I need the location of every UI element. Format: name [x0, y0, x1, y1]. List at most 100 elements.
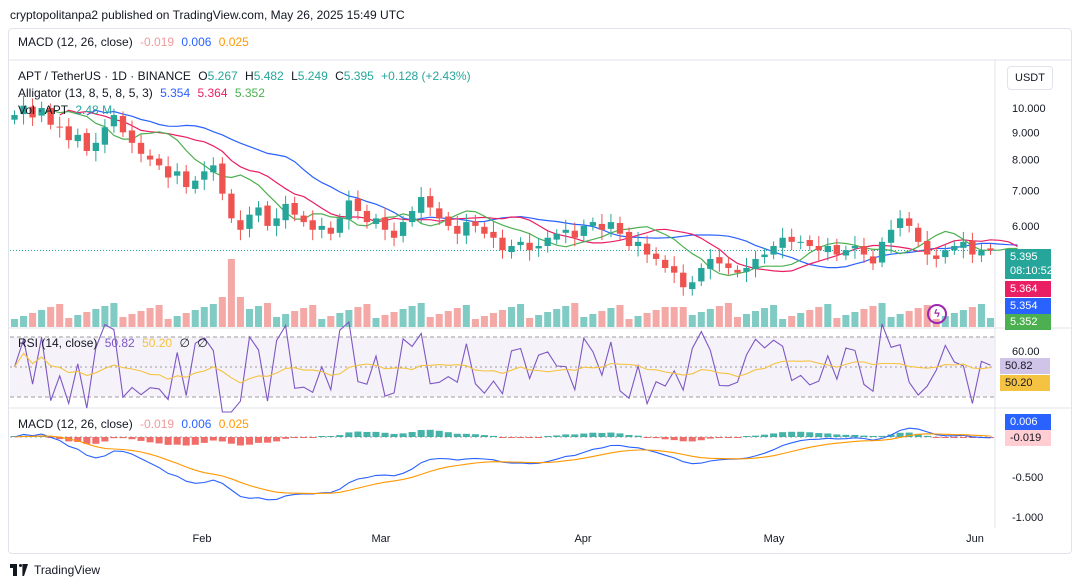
time-tick: Feb — [193, 533, 212, 545]
macd-histogram-bar — [941, 437, 949, 438]
macd-histogram-bar — [74, 437, 82, 442]
volume-bar — [381, 315, 389, 327]
candle-body — [291, 202, 298, 215]
volume-bar — [715, 306, 723, 327]
candle-body — [761, 254, 768, 258]
macd-top-hist: -0.019 — [140, 35, 175, 49]
macd-histogram-bar — [706, 437, 714, 439]
candle-body — [183, 171, 190, 188]
candle-body — [20, 105, 27, 115]
volume-bar — [128, 314, 136, 327]
candle-body — [309, 220, 316, 230]
macd-label[interactable]: MACD (12, 26, close) — [18, 417, 133, 431]
volume-bar — [47, 307, 55, 327]
macd-histogram-bar — [508, 437, 516, 438]
candle-body — [933, 255, 940, 259]
macd-histogram-bar — [56, 437, 64, 440]
candle-body — [680, 272, 687, 288]
rsi-label[interactable]: RSI (14, close) — [18, 336, 98, 350]
macd-histogram-bar — [480, 435, 488, 437]
currency-button[interactable]: USDT — [1007, 66, 1053, 90]
macd-histogram-bar — [498, 437, 507, 438]
jaw-price-tag: 5.354 — [1005, 298, 1051, 314]
macd-tick: -0.500 — [1012, 472, 1043, 484]
candle-body — [960, 241, 967, 248]
time-tick: Mar — [372, 533, 391, 545]
high-label: H — [245, 69, 254, 83]
volume-bar — [724, 303, 732, 327]
rsi-value-tag: 50.82 — [1000, 358, 1050, 374]
macd-histogram-bar — [200, 437, 208, 443]
macd-histogram-bar — [679, 437, 687, 442]
volume-bar — [245, 309, 253, 327]
macd-histogram-bar — [300, 437, 308, 438]
macd-histogram-bar — [245, 437, 253, 445]
alligator-label[interactable]: Alligator (13, 8, 5, 8, 5, 3) — [18, 86, 153, 100]
macd-histogram-bar — [824, 433, 832, 437]
close-value: 5.395 — [343, 69, 374, 83]
volume-bar — [779, 319, 787, 327]
candle-body — [363, 211, 371, 223]
volume-bar — [986, 318, 994, 327]
main-legend: APT / TetherUS · 1D · BINANCE O5.267 H5.… — [18, 69, 475, 83]
macd-histogram-bar — [435, 430, 443, 437]
candle-body — [634, 241, 642, 246]
candle-body — [390, 230, 398, 238]
macd-histogram-bar — [146, 437, 154, 443]
volume-bar — [489, 313, 497, 327]
candle-body — [228, 193, 235, 219]
volume-label[interactable]: Vol · APT — [18, 103, 69, 117]
macd-histogram-bar — [354, 431, 362, 437]
symbol-label[interactable]: APT / TetherUS · 1D · BINANCE — [18, 69, 191, 83]
macd-histogram-bar — [218, 437, 226, 442]
volume-bar — [616, 305, 624, 327]
time-tick: May — [764, 533, 785, 545]
candle-body — [942, 250, 949, 258]
volume-bar — [291, 311, 299, 327]
volume-bar — [471, 319, 479, 327]
macd-histogram-bar — [878, 435, 886, 437]
candle-body — [725, 263, 732, 268]
candle-body — [752, 258, 759, 269]
macd-histogram-bar — [399, 433, 407, 437]
volume-bar — [598, 311, 606, 327]
macd-histogram-bar — [227, 437, 235, 444]
macd-histogram-bar — [896, 432, 904, 437]
macd-histogram-bar — [209, 437, 217, 441]
candle-body — [282, 203, 289, 221]
candle-body — [978, 250, 985, 256]
candle-body — [336, 218, 344, 233]
macd-histogram-bar — [110, 437, 118, 439]
macd-histogram-bar — [625, 434, 633, 437]
candle-body — [418, 197, 425, 213]
last-price-tag: 5.395 08:10:52 — [1005, 249, 1053, 279]
volume-bar — [390, 312, 398, 327]
candle-body — [408, 211, 416, 223]
candle-body — [463, 222, 470, 236]
volume-bar — [20, 316, 28, 327]
volume-bar — [164, 319, 172, 327]
macd-histogram-bar — [616, 433, 624, 437]
volume-bar — [878, 303, 886, 327]
lightning-icon[interactable]: ϟ — [927, 304, 947, 324]
candle-body — [671, 266, 678, 273]
macd-legend: MACD (12, 26, close) -0.019 0.006 0.025 — [18, 417, 253, 431]
macd-signal-line — [14, 433, 991, 494]
macd-histogram-bar — [842, 434, 850, 437]
candle-body — [345, 200, 353, 220]
footer: TradingView — [10, 563, 100, 577]
candle-body — [354, 198, 362, 212]
rsi-value: 50.82 — [104, 336, 135, 350]
volume-bar — [56, 304, 64, 327]
volume-bar — [318, 319, 326, 327]
candle-body — [174, 171, 181, 176]
candle-body — [661, 259, 669, 268]
candle-body — [155, 158, 163, 166]
volume-bar — [363, 304, 371, 327]
volume-bar — [806, 310, 814, 327]
macd-histogram-bar — [643, 437, 651, 438]
candle-body — [652, 253, 660, 259]
candle-body — [47, 108, 54, 125]
macd-histogram-bar — [92, 437, 100, 444]
